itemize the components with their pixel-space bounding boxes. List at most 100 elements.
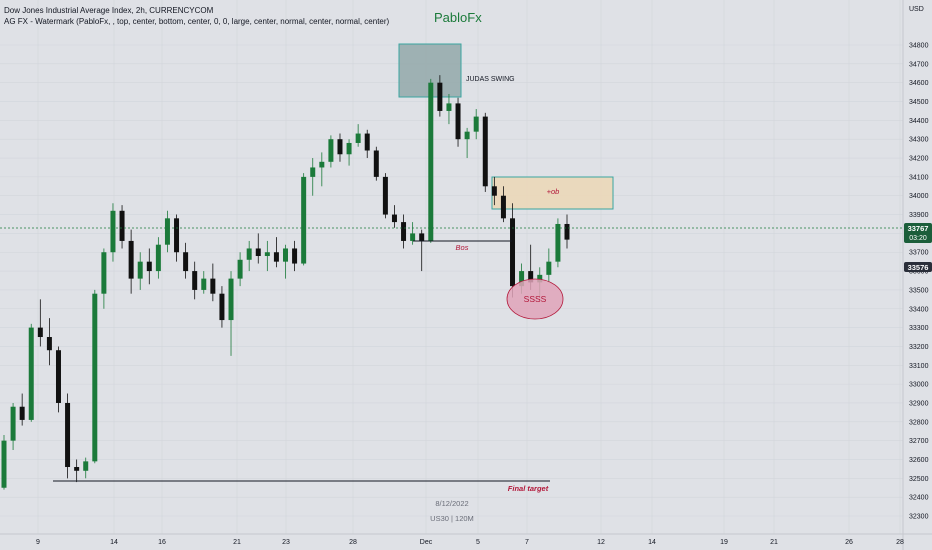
price-tick-label: 33100 xyxy=(909,363,929,370)
price-tick-label: 32900 xyxy=(909,400,929,407)
price-tick-label: 33400 xyxy=(909,306,929,313)
candle-body xyxy=(92,293,98,462)
price-tick-label: 34300 xyxy=(909,137,929,144)
price-tick-label: 32700 xyxy=(909,438,929,445)
candle-body xyxy=(301,176,307,264)
candle-body xyxy=(55,350,61,403)
candle-body xyxy=(410,233,416,241)
current-price-tag xyxy=(904,223,932,243)
time-axis-labels[interactable]: 9 14 16 21 23 28 Dec 5 7 12 14 19 21 26 28 xyxy=(36,539,904,546)
ssss-liquidity-ellipse[interactable] xyxy=(506,278,564,320)
candle-body xyxy=(464,131,470,140)
candle-body xyxy=(264,252,270,257)
judas-swing-label: JUDAS SWING xyxy=(466,76,515,83)
candle-body xyxy=(519,271,525,287)
candle-body xyxy=(401,222,407,241)
candle-body xyxy=(146,261,152,272)
time-tick-label: 19 xyxy=(720,539,728,546)
candle-body xyxy=(174,218,180,253)
time-tick-label: 21 xyxy=(770,539,778,546)
price-tick-label: 33600 xyxy=(909,269,929,276)
price-tick-label: 33200 xyxy=(909,344,929,351)
time-tick-label: 9 xyxy=(36,539,40,546)
price-tick-label: 34100 xyxy=(909,174,929,181)
current-price-value: 33767 xyxy=(908,224,929,233)
time-tick-label: 28 xyxy=(349,539,357,546)
candle-body xyxy=(364,133,370,151)
price-tick-label: 32500 xyxy=(909,476,929,483)
candle-body xyxy=(564,223,570,240)
candle-body xyxy=(428,82,434,241)
candle-body xyxy=(455,103,461,140)
time-tick-label: 7 xyxy=(525,539,529,546)
candle-body xyxy=(164,218,170,245)
candle-body xyxy=(128,240,134,279)
candle-body xyxy=(328,139,334,162)
price-tick-label: 33700 xyxy=(909,250,929,257)
candle-body xyxy=(500,195,506,219)
candle-body xyxy=(391,214,397,223)
candle-body xyxy=(283,248,288,262)
watermark-date: 8/12/2022 xyxy=(435,499,468,508)
candle-body xyxy=(210,278,216,294)
price-axis-labels[interactable]: 32300 32400 32500 32600 32700 32800 32900 33000… xyxy=(909,43,929,521)
candle-body xyxy=(510,218,516,287)
price-tick-label: 34800 xyxy=(909,43,929,50)
time-tick-label: 23 xyxy=(282,539,290,546)
candle-body xyxy=(373,150,379,177)
candle-body xyxy=(201,278,207,290)
time-tick-label: 5 xyxy=(476,539,480,546)
candle-body xyxy=(528,271,534,283)
candle-body xyxy=(546,261,552,275)
candle-body xyxy=(183,252,189,272)
candle-body xyxy=(192,271,198,290)
candle-body xyxy=(491,186,497,196)
candle-body xyxy=(28,327,34,420)
ssss-label: SSSS xyxy=(524,294,547,304)
candle-body xyxy=(237,259,243,279)
price-tick-label: 33000 xyxy=(909,382,929,389)
candle-body xyxy=(273,252,279,262)
candle-body xyxy=(83,461,89,471)
time-tick-label: 21 xyxy=(233,539,241,546)
candle-body xyxy=(437,82,443,111)
candle-body xyxy=(346,142,352,155)
candle-body xyxy=(37,327,43,338)
candle-body xyxy=(119,210,125,241)
watermark-symbol: US30 | 120M xyxy=(430,514,474,523)
candle-body xyxy=(419,233,425,241)
candle-body xyxy=(219,293,225,321)
candle-body xyxy=(74,467,80,471)
price-tick-label: 34400 xyxy=(909,118,929,125)
order-block-label: +ob xyxy=(547,187,560,196)
final-target-label: Final target xyxy=(508,484,549,493)
candle-body xyxy=(10,406,16,441)
time-tick-label: 26 xyxy=(845,539,853,546)
time-tick-label: Dec xyxy=(420,539,433,546)
bar-countdown: 03:20 xyxy=(909,235,927,242)
candlestick-series xyxy=(1,75,570,490)
candle-body xyxy=(110,210,116,253)
price-tick-label: 32300 xyxy=(909,514,929,521)
candle-body xyxy=(482,116,488,187)
candle-body xyxy=(355,133,361,143)
indicator-label[interactable]: AG FX - Watermark (PabloFx, , top, cente… xyxy=(4,17,390,26)
candle-body xyxy=(555,223,561,262)
time-tick-label: 14 xyxy=(110,539,118,546)
candle-body xyxy=(537,274,543,283)
candle-body xyxy=(101,252,107,294)
bos-label: Bos xyxy=(456,243,469,252)
candle-body xyxy=(246,248,252,260)
price-tick-label: 32600 xyxy=(909,457,929,464)
price-tick-label: 33300 xyxy=(909,325,929,332)
candle-body xyxy=(292,248,298,264)
chart-title: Dow Jones Industrial Average Index, 2h, … xyxy=(4,6,214,15)
marked-price-tag xyxy=(904,262,932,272)
price-tick-label: 34000 xyxy=(909,193,929,200)
candle-body xyxy=(337,139,343,155)
price-tick-label: 33900 xyxy=(909,212,929,219)
time-tick-label: 12 xyxy=(597,539,605,546)
watermark-title: PabloFx xyxy=(434,10,482,25)
time-tick-label: 28 xyxy=(896,539,904,546)
